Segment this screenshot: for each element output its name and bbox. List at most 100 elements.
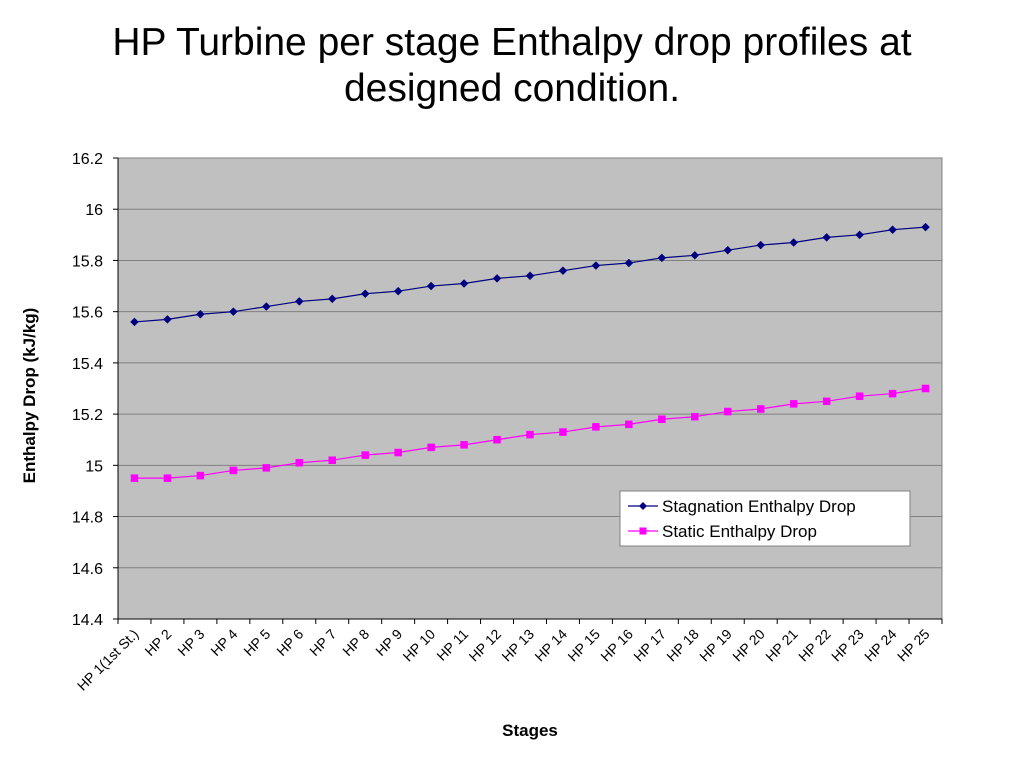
x-tick-label: HP 16 — [597, 626, 636, 665]
data-point-square — [361, 451, 369, 459]
data-point-square — [658, 415, 666, 423]
data-point-square — [625, 420, 633, 429]
data-point-diamond — [558, 266, 568, 276]
plot-area — [117, 157, 943, 620]
x-tick-label: HP 14 — [531, 626, 570, 665]
legend: Stagnation Enthalpy Drop Static Enthalpy … — [619, 490, 911, 547]
data-point-square — [724, 407, 732, 416]
x-tick-label: HP 13 — [498, 626, 537, 665]
y-tick-label: 14.4 — [72, 612, 103, 629]
y-tick-label: 15.4 — [72, 356, 103, 373]
x-tick-label: HP 24 — [861, 626, 900, 665]
data-point-diamond — [525, 271, 535, 281]
x-tick-label: HP 5 — [240, 626, 273, 659]
y-tick-label: 16.2 — [72, 151, 103, 168]
data-point-diamond — [723, 245, 733, 255]
data-point-square — [163, 474, 172, 482]
x-tick-label: HP 23 — [828, 626, 867, 665]
x-tick-label: HP 11 — [433, 626, 471, 664]
data-point-diamond — [393, 286, 403, 296]
grid-lines — [113, 157, 942, 620]
y-tick-label: 14.8 — [72, 510, 103, 527]
x-tick-label: HP 1(1st St.) — [74, 626, 142, 694]
data-point-diamond — [196, 309, 205, 319]
legend-item: Static Enthalpy Drop — [628, 522, 817, 541]
series-static — [130, 384, 930, 482]
legend-item: Stagnation Enthalpy Drop — [628, 497, 856, 516]
x-tick-label: HP 4 — [207, 626, 240, 659]
slide-title-line-2: designed condition. — [343, 67, 681, 110]
data-point-diamond — [888, 225, 897, 235]
data-point-diamond — [459, 279, 469, 288]
data-point-square — [592, 423, 600, 431]
x-tick-label: HP 18 — [663, 626, 702, 665]
data-point-diamond — [789, 238, 799, 247]
y-tick-label: 15 — [85, 458, 103, 475]
legend-box — [619, 490, 911, 547]
data-point-diamond — [261, 302, 271, 311]
data-point-square — [394, 448, 402, 457]
x-tick-label: HP 7 — [306, 626, 339, 659]
data-point-square — [789, 400, 798, 408]
data-point-square — [262, 464, 271, 472]
data-point-diamond — [360, 289, 370, 299]
data-point-square — [460, 441, 468, 449]
data-point-square — [559, 428, 567, 436]
y-tick-label: 14.6 — [72, 561, 103, 578]
data-point-square — [196, 471, 205, 480]
y-axis-tick-labels: 14.4 14.6 14.8 15 15.2 15.4 15.6 15.8 16 16.2 — [72, 151, 103, 629]
data-point-diamond — [690, 250, 700, 260]
data-point-diamond — [163, 314, 172, 324]
data-point-square — [526, 430, 534, 439]
x-axis-ticks — [117, 158, 943, 624]
x-tick-label: HP 6 — [273, 626, 306, 659]
slide-title-line-1: HP Turbine per stage Enthalpy drop profi… — [112, 21, 912, 64]
y-axis-title: Enthalpy Drop (kJ/kg) — [20, 308, 39, 484]
data-point-square — [493, 435, 501, 444]
data-point-square — [229, 466, 238, 475]
y-tick-label: 15.6 — [72, 305, 103, 322]
x-tick-label: HP 25 — [894, 626, 933, 665]
data-point-square — [328, 456, 336, 464]
data-point-diamond — [921, 222, 930, 232]
x-tick-label: HP 2 — [141, 626, 174, 659]
data-point-diamond — [492, 274, 502, 283]
x-tick-label: HP 12 — [466, 626, 505, 665]
data-point-diamond — [294, 297, 304, 306]
x-axis-tick-labels: HP 1(1st St.) HP 2 HP 3 HP 4 HP 5 HP 6 HP 7 HP … — [74, 626, 933, 694]
legend-label: Static Enthalpy Drop — [662, 522, 817, 541]
x-tick-label: HP 10 — [400, 626, 439, 665]
data-point-square — [295, 459, 304, 467]
x-axis-title: Stages — [502, 721, 558, 740]
x-tick-label: HP 8 — [339, 626, 372, 659]
x-tick-label: HP 3 — [174, 626, 207, 659]
x-tick-label: HP 19 — [696, 626, 735, 665]
data-point-diamond — [756, 240, 766, 250]
x-tick-label: HP 17 — [630, 626, 669, 665]
data-point-square — [855, 392, 864, 400]
x-tick-label: HP 20 — [729, 626, 768, 665]
legend-marker-square — [639, 527, 647, 535]
data-point-diamond — [855, 230, 864, 240]
data-point-square — [691, 412, 699, 421]
x-tick-label: HP 15 — [564, 626, 603, 665]
data-point-square — [130, 474, 139, 482]
legend-marker-diamond — [639, 502, 647, 510]
data-point-diamond — [130, 317, 139, 327]
data-point-square — [888, 389, 897, 398]
data-point-square — [822, 397, 831, 406]
series-layer — [130, 222, 930, 482]
y-tick-label: 15.2 — [72, 407, 103, 424]
data-point-diamond — [822, 233, 831, 242]
x-tick-label: HP 22 — [795, 626, 834, 665]
data-point-square — [756, 405, 765, 413]
legend-label: Stagnation Enthalpy Drop — [662, 497, 856, 516]
data-point-diamond — [591, 261, 601, 270]
data-point-diamond — [229, 307, 238, 317]
data-point-square — [427, 443, 435, 452]
x-tick-label: HP 21 — [762, 626, 801, 665]
data-point-diamond — [327, 294, 337, 304]
data-point-square — [921, 384, 930, 393]
slide-title: HP Turbine per stage Enthalpy drop profi… — [0, 20, 1024, 112]
